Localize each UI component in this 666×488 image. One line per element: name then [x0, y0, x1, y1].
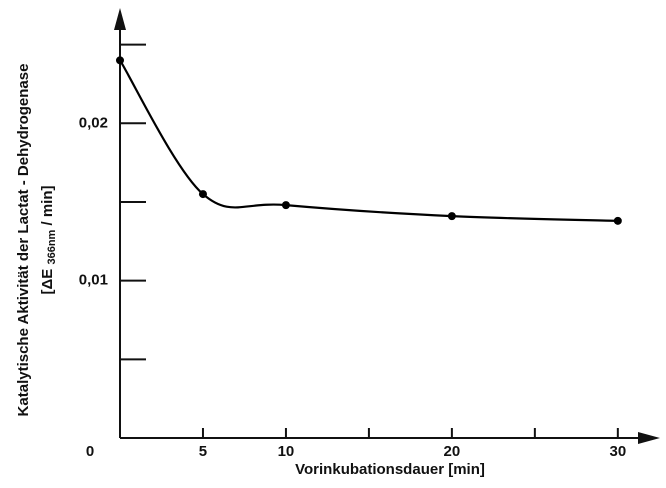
y-axis-unit: [ΔE 366nm / min] — [39, 186, 60, 295]
x-tick-label: 20 — [444, 443, 461, 460]
y-tick-label: 0,02 — [79, 114, 108, 131]
y-axis-arrow — [114, 8, 126, 30]
y-tick-label: 0,01 — [79, 272, 108, 289]
unit-suffix: / min] — [39, 186, 56, 226]
data-point — [447, 212, 456, 221]
x-tick-label: 5 — [199, 443, 207, 460]
y-axis-label-group: Katalytische Aktivität der Lactat - Dehy… — [15, 64, 60, 417]
x-tick-label: 30 — [609, 443, 626, 460]
data-point — [281, 201, 290, 210]
x-tick-label: 10 — [278, 443, 295, 460]
data-point — [613, 216, 622, 225]
curve — [119, 59, 618, 222]
data-point — [116, 56, 124, 65]
y-axis-label: Katalytische Aktivität der Lactat - Dehy… — [15, 64, 32, 417]
data-point — [198, 190, 207, 199]
unit-subscript: 366nm — [46, 229, 58, 264]
x-axis-arrow — [638, 432, 660, 444]
x-tick-label: 0 — [86, 443, 94, 460]
unit-prefix: [ΔE — [39, 269, 56, 295]
x-axis-label: Vorinkubationsdauer [min] — [295, 461, 485, 478]
